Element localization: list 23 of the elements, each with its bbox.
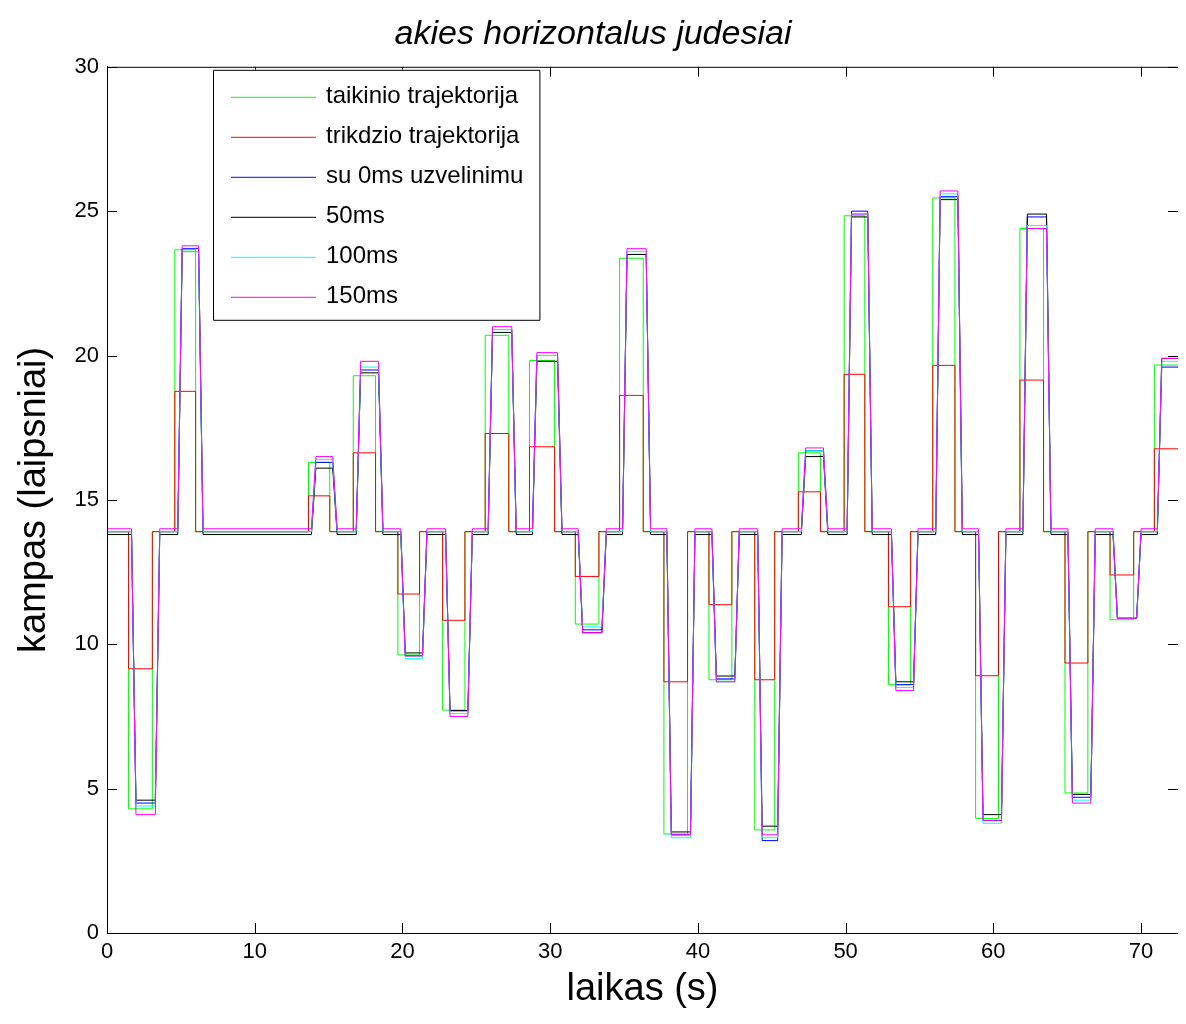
x-tick-label: 10 <box>242 938 267 964</box>
legend-label: taikinio trajektorija <box>326 81 519 109</box>
y-tick-label: 0 <box>86 919 99 945</box>
y-tick-label: 10 <box>74 630 99 656</box>
y-tick-label: 5 <box>86 774 99 800</box>
chart-title: akies horizontalus judesiai <box>394 12 793 51</box>
x-tick-label: 20 <box>390 938 415 964</box>
y-tick-label: 25 <box>74 197 99 223</box>
x-axis-title: laikas (s) <box>566 965 719 1008</box>
y-tick-label: 15 <box>74 485 99 511</box>
x-tick-label: 60 <box>981 938 1006 964</box>
x-tick-label: 30 <box>537 938 563 964</box>
y-axis-title: kampas (laipsniai) <box>11 346 54 654</box>
legend-label: trikdzio trajektorija <box>326 121 521 149</box>
x-tick-label: 40 <box>685 938 711 964</box>
legend-label: 150ms <box>326 281 399 309</box>
y-tick-label: 20 <box>74 341 99 367</box>
legend-label: su 0ms uzvelinimu <box>326 161 524 189</box>
y-tick-label: 30 <box>74 52 99 78</box>
x-tick-label: 70 <box>1128 938 1154 964</box>
legend-label: 100ms <box>326 241 399 269</box>
legend-label: 50ms <box>326 201 385 229</box>
x-tick-label: 50 <box>833 938 858 964</box>
